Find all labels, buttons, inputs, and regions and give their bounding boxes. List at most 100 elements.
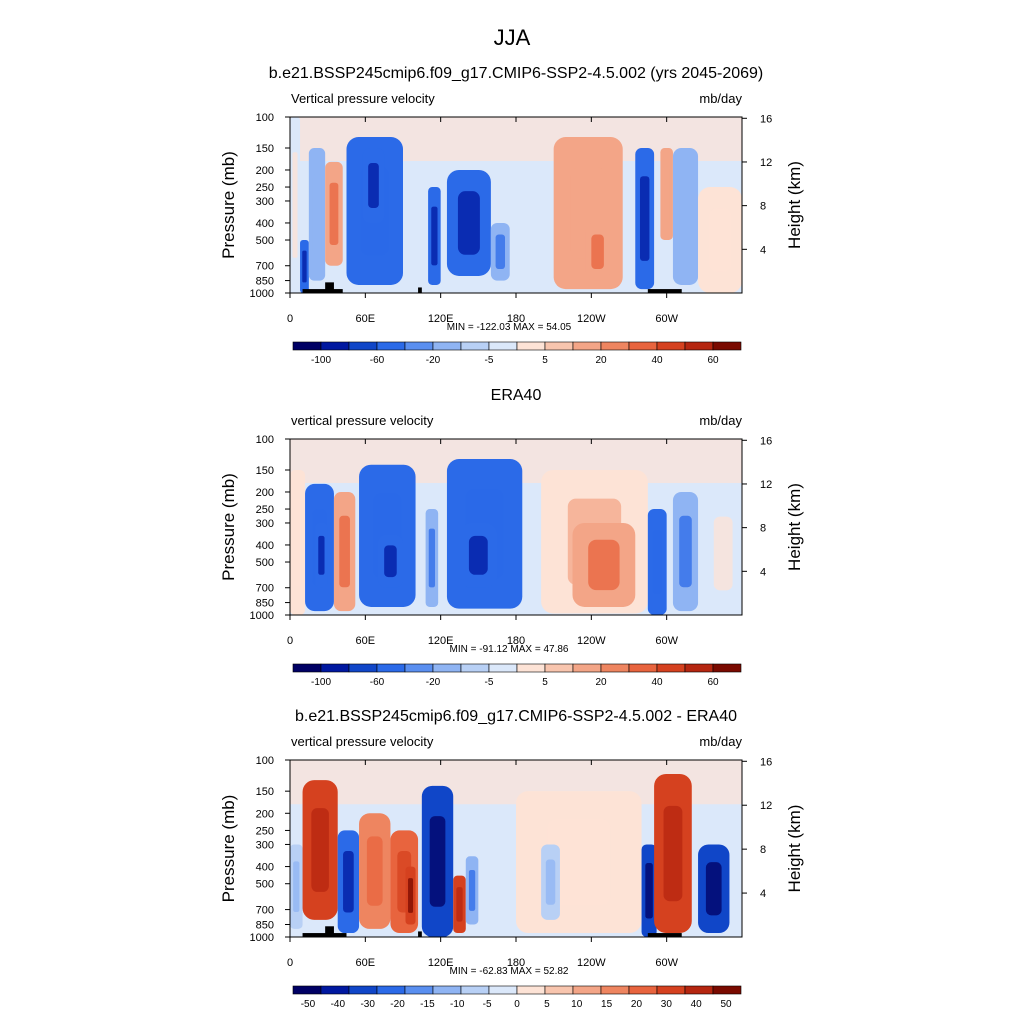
x-tick-label: 60W [655,313,678,325]
land-mask [418,931,422,937]
y-tick-label: 200 [256,487,274,499]
panel-title: ERA40 [491,387,542,404]
field-core [428,528,436,588]
variable-label: vertical pressure velocity [291,734,434,749]
field-core [343,850,354,913]
y-tick-label: 500 [256,235,274,247]
colorbar-label: 10 [571,999,583,1010]
panel-3: b.e21.BSSP245cmip6.f09_g17.CMIP6-SSP2-4.… [219,708,804,1010]
colorbar-swatch [656,985,686,995]
y-tick-label: 850 [256,920,274,932]
colorbar-label: -5 [483,999,492,1010]
field-core [311,808,329,892]
colorbar-swatch [572,985,602,995]
colorbar-swatch [628,985,658,995]
colorbar-swatch [348,985,378,995]
colorbar-label: -60 [370,355,385,366]
right-tick-label: 16 [760,435,772,447]
colorbar-label: 15 [601,999,613,1010]
colorbar-swatch [488,663,518,673]
colorbar-swatch [544,663,574,673]
colorbar-swatch [404,985,434,995]
y-tick-label: 250 [256,182,274,194]
y-tick-label: 1000 [250,288,274,300]
colorbar-label: -40 [331,999,346,1010]
colorbar-swatch [712,341,742,351]
panels-container: b.e21.BSSP245cmip6.f09_g17.CMIP6-SSP2-4.… [219,65,804,1010]
field-core [663,166,670,222]
y-tick-label: 500 [256,879,274,891]
right-tick-label: 16 [760,756,772,768]
x-tick-label: 0 [287,313,293,325]
right-tick-label: 16 [760,113,772,125]
colorbar-swatch [404,663,434,673]
colorbar-swatch [628,663,658,673]
y-tick-label: 100 [256,112,274,124]
land-mask [302,289,343,293]
colorbar-swatch [684,341,714,351]
right-tick-label: 12 [760,157,772,169]
land-mask [647,289,682,293]
min-max-stats: MIN = -122.03 MAX = 54.05 [447,322,572,333]
x-tick-label: 120W [577,635,606,647]
colorbar-label: 30 [661,999,673,1010]
y-tick-label: 250 [256,825,274,837]
x-tick-label: 180 [507,313,525,325]
y-axis-title: Pressure (mb) [219,795,238,903]
y-tick-label: 150 [256,786,274,798]
colorbar-swatch [684,985,714,995]
colorbar-swatch [348,663,378,673]
panel-2: ERA40 vertical pressure velocity mb/day 100… [219,387,804,688]
y-tick-label: 150 [256,465,274,477]
field-core [384,545,397,578]
colorbar-label: 60 [707,355,719,366]
field-core [292,152,298,258]
right-tick-label: 4 [760,888,766,900]
variable-label: Vertical pressure velocity [291,91,435,106]
figure-title: JJA [494,25,531,50]
colorbar-swatch [572,663,602,673]
field-core [679,175,692,258]
x-tick-label: 180 [507,635,525,647]
panel-1: b.e21.BSSP245cmip6.f09_g17.CMIP6-SSP2-4.… [219,65,804,366]
field-core [293,498,302,586]
field-core [456,887,463,922]
y-axis-title: Pressure (mb) [219,473,238,581]
right-axis-title: Height (km) [785,161,804,249]
colorbar-swatch [628,341,658,351]
field-core [302,250,307,283]
y-tick-label: 850 [256,598,274,610]
field-core [329,182,339,245]
field-core [339,515,350,588]
colorbar-label: 20 [595,677,607,688]
x-tick-label: 60W [655,957,678,969]
y-tick-label: 300 [256,196,274,208]
colorbar-swatch [404,341,434,351]
colorbar-swatch [320,985,350,995]
colorbar-label: 40 [651,677,663,688]
colorbar-label: 0 [514,999,520,1010]
colorbar-swatch [432,341,462,351]
x-tick-label: 120E [428,957,454,969]
field-core [547,819,611,905]
y-tick-label: 300 [256,839,274,851]
colorbar-swatch [656,341,686,351]
x-tick-label: 60W [655,635,678,647]
field-core [495,234,506,270]
colorbar-swatch [320,663,350,673]
colorbar-swatch [488,341,518,351]
colorbar-swatch [516,985,546,995]
y-tick-label: 400 [256,540,274,552]
y-tick-label: 300 [256,518,274,530]
colorbar-label: 40 [651,355,663,366]
field-core [652,530,662,594]
colorbar-swatch [488,985,518,995]
x-tick-label: 120E [428,635,454,647]
field-core [713,516,733,591]
y-tick-label: 400 [256,218,274,230]
field-core [457,191,480,255]
colorbar-label: -60 [370,677,385,688]
colorbar-label: -5 [485,677,494,688]
field-core [679,515,692,588]
variable-label: vertical pressure velocity [291,413,434,428]
